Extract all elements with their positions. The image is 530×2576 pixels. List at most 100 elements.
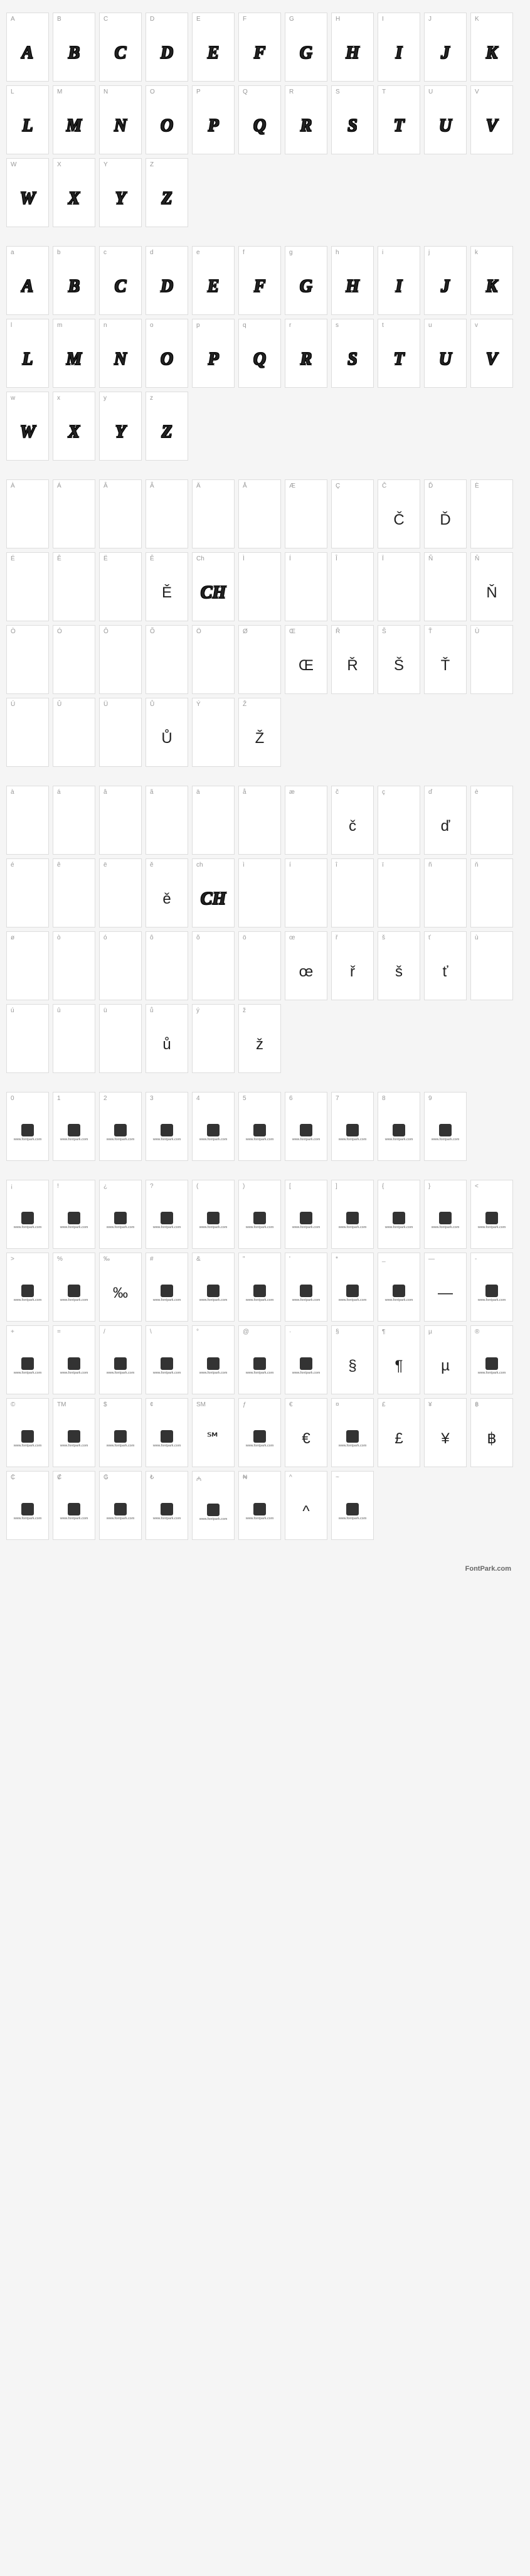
- fontpark-logo-icon: [161, 1357, 173, 1370]
- glyph-display: www.fontpark.com: [53, 1338, 95, 1394]
- glyph-display: [7, 710, 48, 766]
- glyph-display: [7, 798, 48, 854]
- fontpark-logo-text: www.fontpark.com: [385, 1298, 413, 1302]
- glyph-cell: 0 www.fontpark.com: [6, 1092, 49, 1161]
- glyph-cell: QQ: [238, 85, 281, 154]
- glyph-label: Õ: [146, 626, 188, 638]
- glyph-cell: jJ: [424, 246, 467, 315]
- glyph-label: ø: [7, 932, 48, 944]
- glyph-display: www.fontpark.com: [285, 1265, 327, 1321]
- glyph-cell: ŮŮ: [146, 698, 188, 767]
- glyph-cell: XX: [53, 158, 95, 227]
- glyph-cell: à: [6, 786, 49, 855]
- glyph-label: $: [100, 1399, 141, 1411]
- glyph-display: www.fontpark.com: [7, 1338, 48, 1394]
- glyph-cell: *www.fontpark.com: [331, 1253, 374, 1322]
- glyph-label: ฿: [471, 1399, 512, 1411]
- glyph-display: œ: [285, 944, 327, 1000]
- glyph-cell: ŽŽ: [238, 698, 281, 767]
- glyph-label: k: [471, 247, 512, 259]
- glyph-display: K: [471, 25, 512, 81]
- glyph-cell: (www.fontpark.com: [192, 1180, 235, 1249]
- glyph-label: V: [471, 86, 512, 98]
- glyph-cell: /www.fontpark.com: [99, 1325, 142, 1394]
- glyph-display: F: [239, 25, 280, 81]
- glyph-cell: ¶¶: [378, 1325, 420, 1394]
- glyph-label: w: [7, 392, 48, 404]
- glyph-cell: ©www.fontpark.com: [6, 1398, 49, 1467]
- glyph-display: H: [332, 259, 373, 314]
- glyph-display: ฿: [471, 1411, 512, 1467]
- fontpark-logo-text: www.fontpark.com: [14, 1138, 42, 1141]
- fontpark-logo-icon: [161, 1430, 173, 1443]
- glyph-display: š: [378, 944, 420, 1000]
- glyph-cell: Ô: [99, 625, 142, 694]
- glyph-label: T: [378, 86, 420, 98]
- glyph-cell: Î: [331, 552, 374, 621]
- glyph-label: I: [378, 13, 420, 25]
- glyph-display: [239, 565, 280, 621]
- glyph-display: [471, 638, 512, 693]
- glyph-cell: "www.fontpark.com: [238, 1253, 281, 1322]
- glyph-cell: gG: [285, 246, 327, 315]
- fontpark-logo-text: www.fontpark.com: [153, 1226, 181, 1229]
- glyph-label: ƒ: [239, 1399, 280, 1411]
- glyph-label: ï: [378, 859, 420, 871]
- glyph-display: Œ: [285, 638, 327, 693]
- glyph-display: www.fontpark.com: [193, 1338, 234, 1394]
- fontpark-logo-text: www.fontpark.com: [385, 1138, 413, 1141]
- glyph-display: [193, 944, 234, 1000]
- glyph-display: [7, 944, 48, 1000]
- glyph-display: [332, 492, 373, 548]
- glyph-display: E: [193, 259, 234, 314]
- glyph-label: 0: [7, 1093, 48, 1104]
- glyph-label: ~: [332, 1472, 373, 1483]
- glyph-label: Ň: [471, 553, 512, 565]
- fontpark-logo-text: www.fontpark.com: [246, 1371, 274, 1375]
- fontpark-logo-icon: [253, 1430, 266, 1443]
- glyph-label: o: [146, 319, 188, 331]
- glyph-display: R: [285, 98, 327, 154]
- glyph-label: n: [100, 319, 141, 331]
- fontpark-logo-text: www.fontpark.com: [14, 1298, 42, 1302]
- glyph-display: C: [100, 25, 141, 81]
- glyph-display: [100, 944, 141, 1000]
- glyph-label: ň: [471, 859, 512, 871]
- glyph-label: f: [239, 247, 280, 259]
- glyph-display: —: [425, 1265, 466, 1321]
- glyph-label: ‰: [100, 1253, 141, 1265]
- fontpark-logo-icon: [161, 1503, 173, 1515]
- fontpark-logo-text: www.fontpark.com: [199, 1371, 228, 1375]
- glyph-cell: ₲www.fontpark.com: [99, 1471, 142, 1540]
- glyph-cell: ฿฿: [470, 1398, 513, 1467]
- glyph-cell: =www.fontpark.com: [53, 1325, 95, 1394]
- fontpark-logo-icon: [21, 1357, 34, 1370]
- glyph-display: [239, 944, 280, 1000]
- glyph-section-lowercase: aAbBcCdDeEfFgGhHiIjJkKlLmMnNoOpPqQrRsStT…: [6, 246, 524, 461]
- glyph-display: F: [239, 259, 280, 314]
- glyph-label: r: [285, 319, 327, 331]
- glyph-cell: á: [53, 786, 95, 855]
- glyph-display: [100, 710, 141, 766]
- glyph-display: www.fontpark.com: [193, 1485, 234, 1539]
- glyph-display: V: [471, 331, 512, 387]
- fontpark-logo-text: www.fontpark.com: [385, 1226, 413, 1229]
- glyph-label: Î: [332, 553, 373, 565]
- glyph-display: K: [471, 259, 512, 314]
- fontpark-logo-icon: [300, 1357, 312, 1370]
- glyph-label: ): [239, 1180, 280, 1192]
- glyph-display: [425, 565, 466, 621]
- glyph-cell: ƒwww.fontpark.com: [238, 1398, 281, 1467]
- glyph-label: R: [285, 86, 327, 98]
- glyph-cell: 3www.fontpark.com: [146, 1092, 188, 1161]
- glyph-display: www.fontpark.com: [332, 1265, 373, 1321]
- glyph-display: [53, 565, 95, 621]
- glyph-display: [53, 710, 95, 766]
- glyph-cell: ₦www.fontpark.com: [238, 1471, 281, 1540]
- fontpark-logo-text: www.fontpark.com: [107, 1517, 135, 1520]
- glyph-cell: ĚĚ: [146, 552, 188, 621]
- glyph-display: www.fontpark.com: [146, 1192, 188, 1248]
- glyph-cell: qQ: [238, 319, 281, 388]
- fontpark-logo-text: www.fontpark.com: [60, 1226, 88, 1229]
- fontpark-logo-icon: [346, 1430, 359, 1443]
